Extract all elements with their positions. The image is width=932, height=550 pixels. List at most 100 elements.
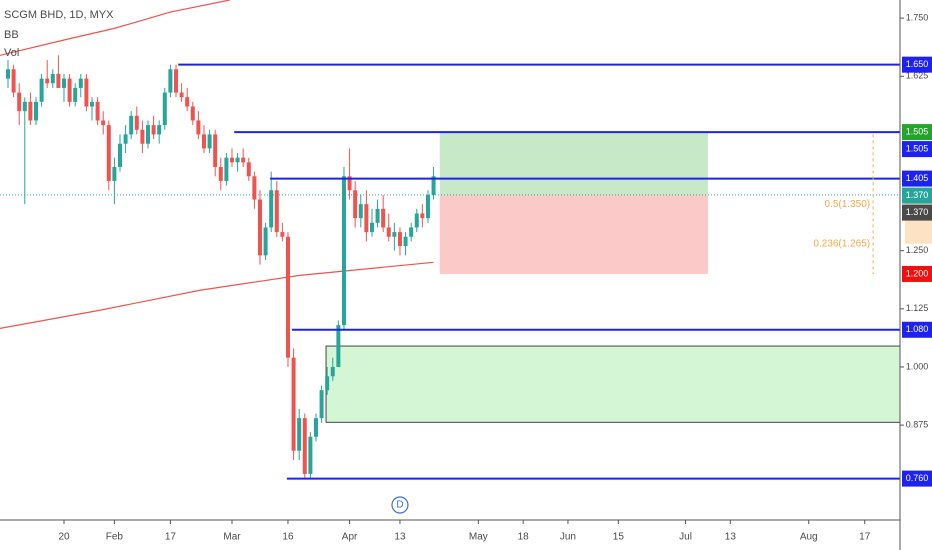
candle-body [285, 236, 290, 358]
price-badge-label: 0.760 [906, 473, 929, 483]
candle-body [6, 69, 11, 79]
fib-label: 0.236(1.265) [813, 238, 870, 249]
dividend-marker [391, 496, 409, 514]
candle-body [39, 78, 44, 102]
candle-body [145, 125, 150, 144]
candle-body [280, 232, 285, 237]
candle-body [112, 166, 117, 181]
indicator-label: BB [4, 29, 19, 41]
y-tick-label: 1.625 [906, 71, 929, 81]
candle-body [28, 101, 33, 121]
x-tick-label: Aug [800, 532, 818, 543]
candle-body [123, 134, 128, 144]
candle-body [151, 125, 156, 135]
demand-zone [325, 345, 901, 423]
price-badge [902, 141, 932, 158]
candle-body [168, 69, 173, 93]
candle-body [129, 115, 134, 135]
x-tick-label: Feb [106, 532, 124, 543]
x-tick-label: Jul [679, 532, 692, 543]
candle-body [274, 190, 279, 233]
candle-body [229, 157, 234, 163]
candle-body [89, 101, 94, 107]
candle-body [173, 69, 178, 93]
candle-body [56, 73, 61, 88]
candle-body [196, 120, 201, 135]
candle-body [84, 78, 89, 107]
x-tick-label: 17 [859, 532, 871, 543]
price-badge-label: 1.080 [906, 324, 929, 334]
candle-body [11, 69, 16, 93]
candle-body [67, 78, 72, 102]
candle-body [78, 78, 83, 88]
candle-body [185, 97, 190, 107]
candle-body [235, 157, 240, 163]
candle-body [409, 227, 414, 237]
candle-body [325, 376, 330, 391]
y-tick-label: 1.750 [906, 13, 929, 23]
candle-body [162, 92, 167, 126]
candle-body [308, 436, 313, 474]
candle-body [201, 134, 206, 149]
chart-title: SCGM BHD, 1D, MYX [4, 9, 114, 21]
candle-body [403, 236, 408, 247]
x-tick-label: Jun [560, 532, 576, 543]
candle-body [218, 166, 223, 181]
profit-area [439, 132, 708, 195]
loss-area [439, 194, 708, 274]
y-tick-label: 1.125 [906, 303, 929, 313]
candle-body [369, 222, 374, 233]
price-badge [902, 265, 932, 282]
x-tick-label: 13 [725, 532, 737, 543]
candle-body [179, 92, 184, 98]
candle-body [62, 78, 67, 88]
candle-body [431, 176, 436, 195]
x-tick-label: 16 [282, 532, 294, 543]
candle-body [269, 190, 274, 228]
candle-body [95, 101, 100, 121]
candle-body [386, 227, 391, 237]
fib-label: 0.5(1.350) [825, 199, 871, 210]
candle-body [140, 129, 145, 144]
candle-body [364, 204, 369, 233]
candle-body [34, 101, 39, 121]
candle-body [381, 208, 386, 228]
candle-body [336, 325, 341, 367]
y-tick-label: 1.250 [906, 245, 929, 255]
candle-body [302, 418, 307, 474]
y-tick-label: 0.875 [906, 419, 929, 429]
candle-body [341, 176, 346, 326]
candle-body [73, 87, 78, 102]
candle-body [347, 176, 352, 191]
candle-body [291, 357, 296, 451]
candle-body [375, 208, 380, 223]
candle-body [263, 227, 268, 256]
x-tick-label: May [469, 532, 488, 543]
indicator-label: Vol [4, 47, 19, 59]
price-badge-label: 1.505 [906, 143, 929, 153]
candle-body [190, 106, 195, 121]
candle-body [117, 143, 122, 167]
candle-body [313, 418, 318, 437]
x-tick-label: 20 [58, 532, 70, 543]
candle-body [420, 213, 425, 219]
price-badge [902, 170, 932, 187]
candle-body [241, 157, 246, 163]
x-tick-label: 18 [518, 532, 530, 543]
candle-body [330, 366, 335, 377]
candle-body [50, 73, 55, 84]
candle-body [353, 190, 358, 219]
candle-body [157, 125, 162, 135]
price-badge [902, 204, 932, 221]
price-badge [902, 124, 932, 141]
candle-body [224, 157, 229, 181]
candle-body [246, 162, 251, 177]
x-tick-label: 17 [165, 532, 177, 543]
candle-body [297, 418, 302, 451]
price-badge-label: 1.505 [906, 126, 929, 136]
candle-body [101, 120, 106, 126]
candle-body [392, 232, 397, 237]
candle-body [213, 134, 218, 167]
